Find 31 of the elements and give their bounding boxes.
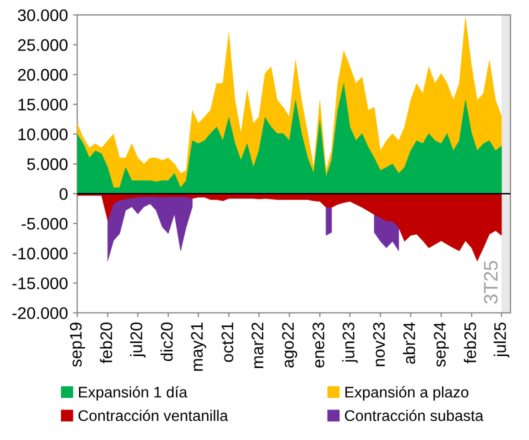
y-tick-label: -10.000 — [12, 248, 68, 260]
y-tick-label: 15.000 — [18, 98, 68, 111]
y-tick-label: -20.000 — [12, 307, 68, 320]
y-tick-label: 30.000 — [18, 9, 68, 22]
legend-label: Expansión a plazo — [345, 386, 468, 401]
x-tick-label: ago22 — [282, 322, 298, 368]
y-tick-label: 20.000 — [18, 68, 68, 81]
x-tick-label: feb25 — [464, 322, 476, 364]
y-tick-label: 10.000 — [18, 128, 68, 140]
y-tick-label: 5.000 — [27, 158, 68, 170]
x-tick-label: dic20 — [160, 322, 173, 362]
legend-label: Contracción ventanilla — [78, 410, 228, 422]
band-label: 3T25 — [484, 260, 498, 304]
y-tick-label: -15.000 — [12, 277, 68, 290]
legend-label: Expansión 1 día — [79, 386, 188, 401]
y-tick-label: -5.000 — [22, 218, 68, 230]
x-tick-label: may21 — [191, 322, 206, 371]
x-tick-label: sep24 — [434, 322, 449, 367]
x-tick-label: jul20 — [130, 322, 146, 358]
x-tick-label: nov23 — [373, 322, 385, 366]
y-tick-label: 25.000 — [18, 39, 68, 51]
x-tick-label: jun23 — [342, 322, 358, 364]
x-tick-label: feb20 — [100, 322, 112, 364]
x-tick-label: abr24 — [402, 322, 416, 364]
legend-label: Contracción subasta — [344, 410, 484, 422]
x-tick-label: sep19 — [70, 322, 85, 367]
y-tick-label: 0 — [60, 188, 68, 200]
x-tick-label: oct21 — [221, 322, 234, 362]
x-tick-label: ene23 — [312, 322, 324, 368]
x-tick-label: jul25 — [494, 322, 510, 358]
x-tick-label: mar22 — [252, 322, 264, 368]
